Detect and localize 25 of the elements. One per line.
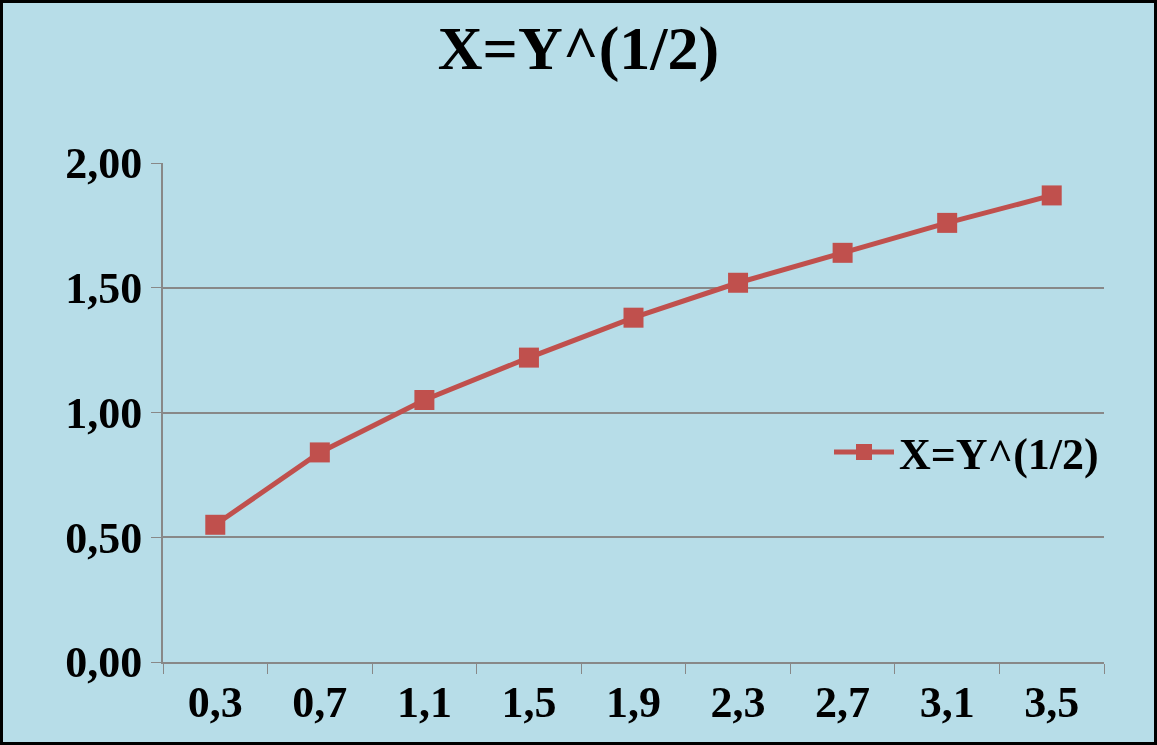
y-tick-label: 1,50	[65, 264, 143, 314]
point	[414, 390, 435, 411]
point	[309, 442, 330, 463]
chart-title: X=Y^(1/2)	[437, 13, 720, 83]
y-tick-label: 2,00	[65, 139, 143, 189]
x-tick-label: 1,1	[396, 677, 452, 727]
x-tick-label: 2,7	[815, 677, 871, 727]
y-tick-label: 0,00	[65, 638, 143, 688]
point	[937, 212, 958, 233]
point	[205, 514, 226, 535]
x-tick-label: 1,9	[606, 677, 661, 727]
point	[518, 347, 539, 368]
x-tick-label: 0,3	[187, 677, 243, 727]
x-tick-label: 1,5	[501, 677, 557, 727]
x-tick-label: 0,7	[292, 677, 348, 727]
y-tick-label: 0,50	[65, 513, 143, 563]
x-tick-label: 3,5	[1024, 677, 1080, 727]
point	[832, 242, 853, 263]
point	[728, 272, 749, 293]
x-tick-label: 3,1	[919, 677, 975, 727]
y-tick-label: 1,00	[65, 388, 143, 438]
point	[623, 307, 644, 328]
legend-label: X=Y^(1/2)	[899, 430, 1099, 480]
x-tick-label: 2,3	[710, 677, 766, 727]
point	[1041, 185, 1062, 206]
